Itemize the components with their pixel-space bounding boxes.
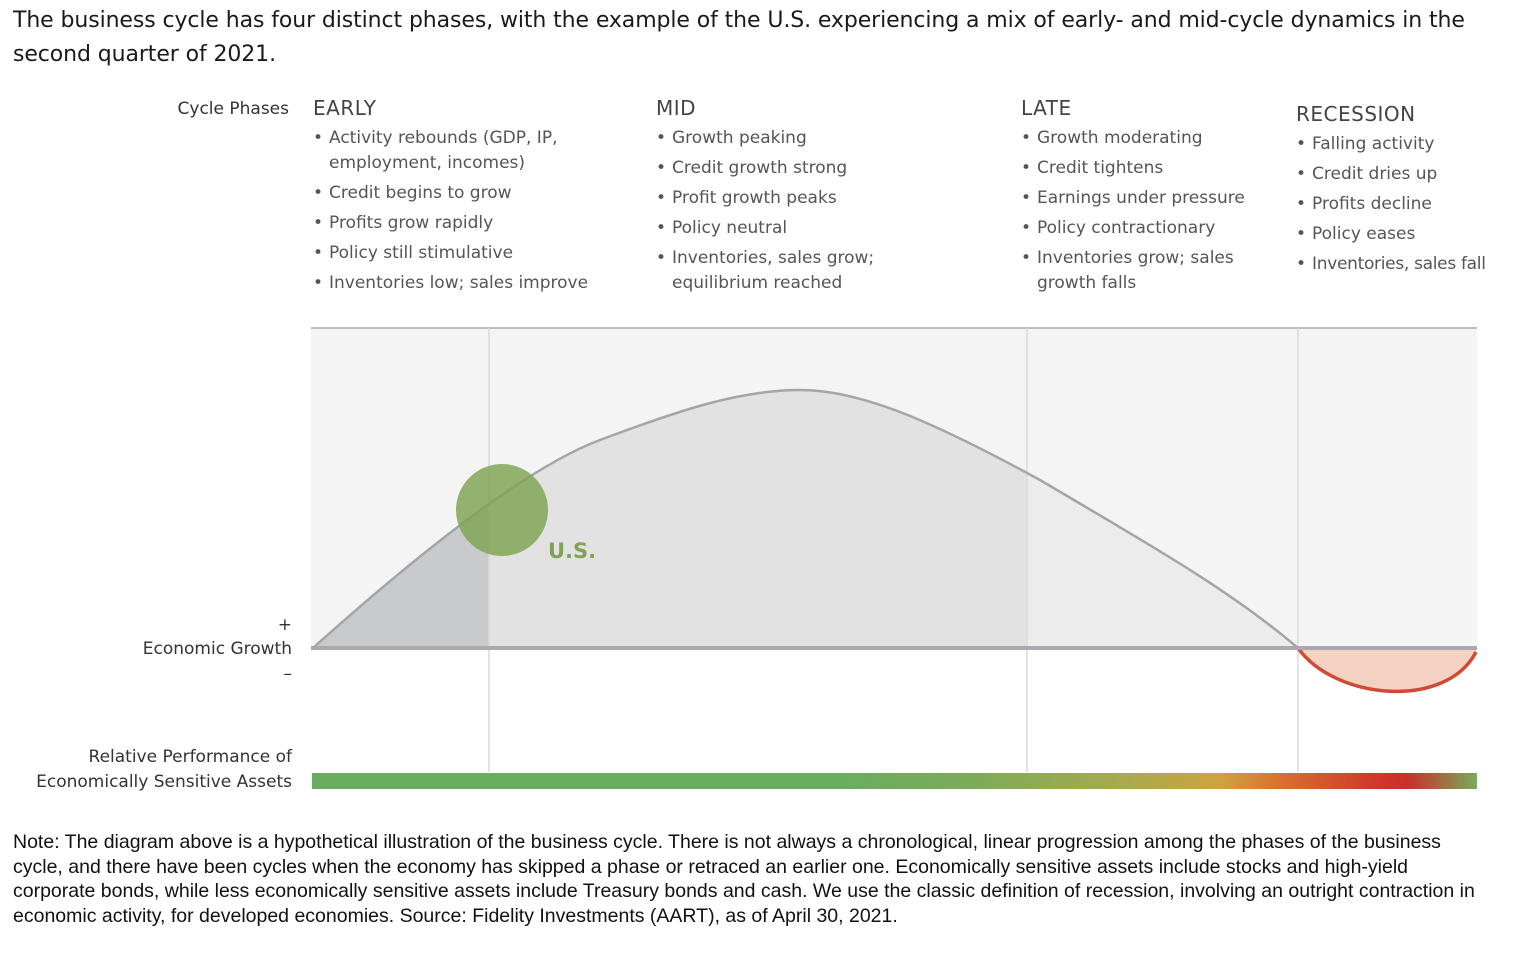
list-item: Growth peaking — [656, 126, 956, 151]
list-item: Activity rebounds (GDP, IP, employment, … — [313, 126, 569, 176]
phase-recession-title: RECESSION — [1296, 102, 1416, 126]
list-item: Inventories grow; sales growth falls — [1021, 246, 1252, 296]
early-phase-fill — [313, 504, 489, 648]
us-label: U.S. — [548, 539, 596, 563]
list-item: Inventories low; sales improve — [313, 271, 613, 296]
phase-recession: RECESSION Falling activity Credit dries … — [1296, 102, 1511, 282]
relative-performance-label-line1: Relative Performance of — [88, 747, 292, 767]
list-item: Profits grow rapidly — [313, 211, 613, 236]
phase-mid-list: Growth peaking Credit growth strong Prof… — [656, 126, 956, 296]
footnote: Note: The diagram above is a hypothetica… — [13, 831, 1475, 927]
cycle-phases-label: Cycle Phases — [177, 99, 289, 119]
phase-late-list: Growth moderating Credit tightens Earnin… — [1021, 126, 1281, 296]
us-marker — [456, 464, 548, 556]
list-item: Policy contractionary — [1021, 216, 1281, 241]
performance-bar — [312, 773, 1477, 789]
relative-performance-label-line2: Economically Sensitive Assets — [36, 772, 292, 792]
list-item: Credit growth strong — [656, 156, 956, 181]
list-item: Profit growth peaks — [656, 186, 956, 211]
economic-growth-label: Economic Growth — [142, 639, 292, 659]
phase-late: LATE Growth moderating Credit tightens E… — [1021, 96, 1281, 301]
list-item: Credit begins to grow — [313, 181, 613, 206]
list-item: Credit tightens — [1021, 156, 1281, 181]
list-item: Policy still stimulative — [313, 241, 613, 266]
headline: The business cycle has four distinct pha… — [13, 8, 1465, 67]
phase-late-title: LATE — [1021, 96, 1072, 120]
list-item: Policy neutral — [656, 216, 956, 241]
phase-mid: MID Growth peaking Credit growth strong … — [656, 96, 956, 301]
recession-fill — [1298, 648, 1476, 692]
minus-sign: – — [283, 664, 293, 684]
list-item: Credit dries up — [1296, 162, 1511, 187]
plus-sign: + — [277, 615, 292, 635]
phase-early-list: Activity rebounds (GDP, IP, employment, … — [313, 126, 613, 296]
recession-curve — [1296, 646, 1478, 694]
list-item: Inventories, sales fall — [1296, 252, 1511, 277]
phase-mid-title: MID — [656, 96, 697, 120]
list-item: Inventories, sales grow; equilibrium rea… — [656, 246, 882, 296]
list-item: Falling activity — [1296, 132, 1511, 157]
late-phase-fill — [1027, 472, 1298, 648]
list-item: Growth moderating — [1021, 126, 1281, 151]
list-item: Policy eases — [1296, 222, 1511, 247]
phase-early-title: EARLY — [313, 96, 377, 120]
mid-phase-fill — [489, 390, 1027, 648]
phase-recession-list: Falling activity Credit dries up Profits… — [1296, 132, 1511, 277]
list-item: Earnings under pressure — [1021, 186, 1281, 211]
list-item: Profits decline — [1296, 192, 1511, 217]
phase-early: EARLY Activity rebounds (GDP, IP, employ… — [313, 96, 613, 301]
